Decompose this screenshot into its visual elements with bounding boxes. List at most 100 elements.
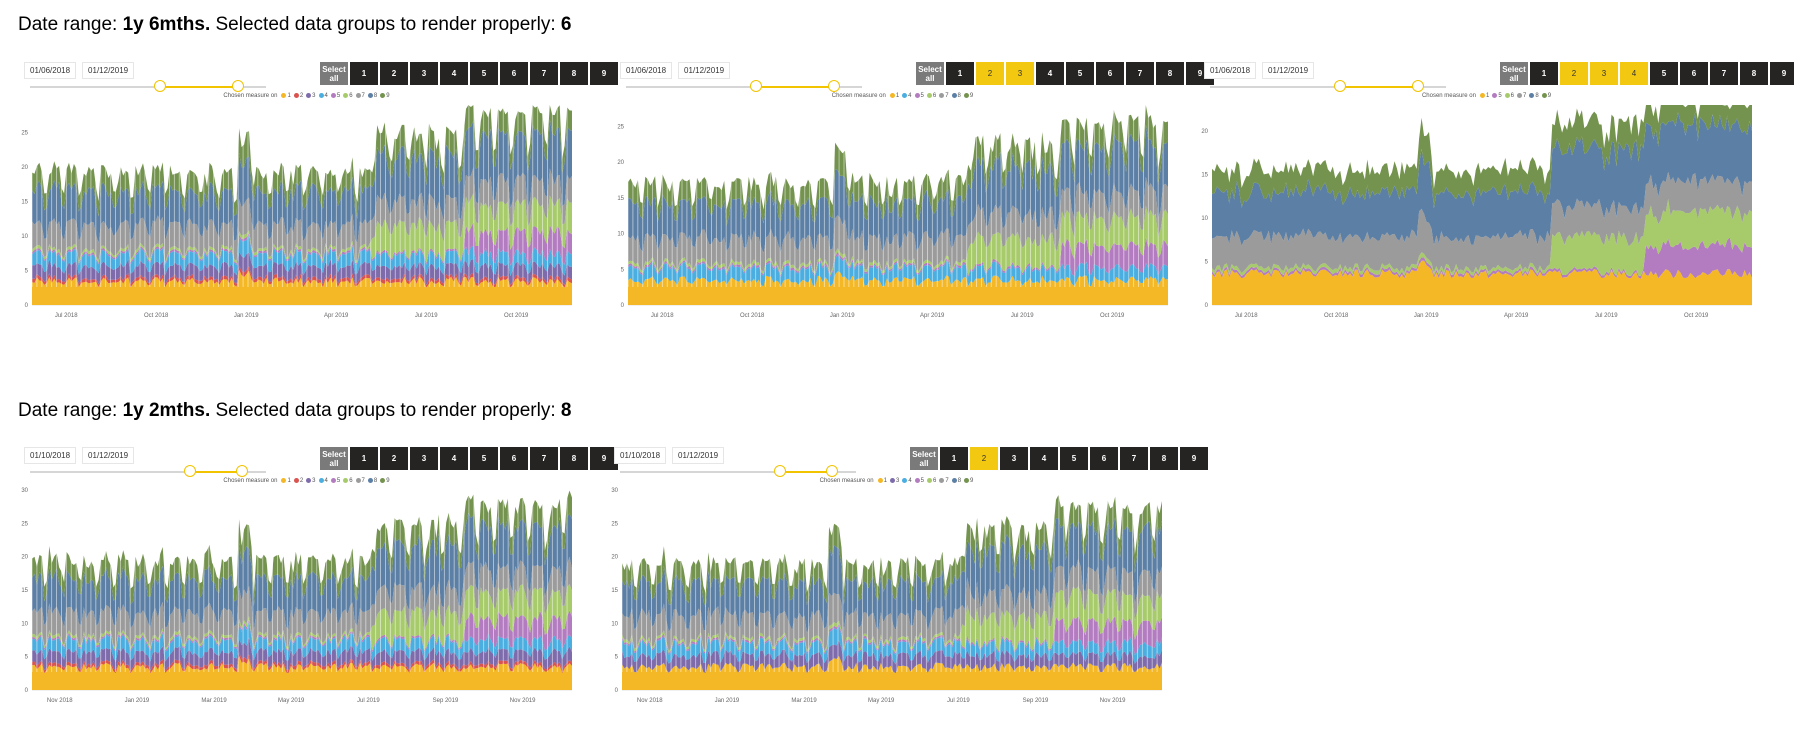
group-button-2[interactable]: 2: [976, 62, 1006, 85]
select-all-button[interactable]: Select all: [916, 62, 946, 85]
group-button-3[interactable]: 3: [1000, 447, 1030, 470]
group-button-3[interactable]: 3: [410, 447, 440, 470]
group-button-6[interactable]: 6: [1096, 62, 1126, 85]
legend-entry-3[interactable]: 3: [306, 478, 316, 484]
legend-entry-2[interactable]: 2: [293, 93, 303, 99]
legend-entry-1[interactable]: 1: [281, 93, 291, 99]
slider-start-handle[interactable]: [184, 465, 197, 477]
legend-entry-7[interactable]: 7: [355, 478, 365, 484]
select-all-button[interactable]: Select all: [1500, 62, 1530, 85]
group-button-4[interactable]: 4: [440, 447, 470, 470]
legend-entry-4[interactable]: 4: [902, 93, 912, 99]
legend-entry-9[interactable]: 9: [380, 93, 390, 99]
legend-entry-8[interactable]: 8: [951, 478, 961, 484]
date-range-slider[interactable]: [626, 80, 862, 94]
legend-entry-9[interactable]: 9: [1541, 93, 1551, 99]
group-button-7[interactable]: 7: [1120, 447, 1150, 470]
group-button-9[interactable]: 9: [1770, 62, 1794, 85]
start-date-input[interactable]: 01/10/2018: [24, 447, 77, 464]
group-button-8[interactable]: 8: [1156, 62, 1186, 85]
date-range-slider[interactable]: [30, 465, 266, 479]
group-button-5[interactable]: 5: [470, 62, 500, 85]
legend-entry-6[interactable]: 6: [1504, 93, 1514, 99]
end-date-input[interactable]: 01/12/2019: [82, 447, 135, 464]
slider-end-handle[interactable]: [231, 80, 244, 92]
end-date-input[interactable]: 01/12/2019: [1262, 62, 1315, 79]
legend-entry-4[interactable]: 4: [902, 478, 912, 484]
group-button-7[interactable]: 7: [1126, 62, 1156, 85]
legend-entry-8[interactable]: 8: [367, 93, 377, 99]
start-date-input[interactable]: 01/06/2018: [1204, 62, 1257, 79]
start-date-input[interactable]: 01/10/2018: [614, 447, 667, 464]
legend-entry-9[interactable]: 9: [380, 478, 390, 484]
start-date-input[interactable]: 01/06/2018: [24, 62, 77, 79]
group-button-6[interactable]: 6: [1680, 62, 1710, 85]
group-button-3[interactable]: 3: [1590, 62, 1620, 85]
slider-start-handle[interactable]: [749, 80, 762, 92]
legend-entry-4[interactable]: 4: [318, 478, 328, 484]
group-button-5[interactable]: 5: [470, 447, 500, 470]
legend-entry-2[interactable]: 2: [293, 478, 303, 484]
group-button-1[interactable]: 1: [946, 62, 976, 85]
legend-entry-3[interactable]: 3: [889, 478, 899, 484]
group-button-8[interactable]: 8: [560, 62, 590, 85]
group-filter-buttons[interactable]: Select all 1 2 3 4 5 6 7 8 9: [320, 447, 620, 470]
slider-start-handle[interactable]: [1333, 80, 1346, 92]
legend-entry-8[interactable]: 8: [367, 478, 377, 484]
legend-entry-9[interactable]: 9: [963, 93, 973, 99]
date-range-slider[interactable]: [1210, 80, 1446, 94]
group-button-2[interactable]: 2: [970, 447, 1000, 470]
group-button-4[interactable]: 4: [1620, 62, 1650, 85]
end-date-input[interactable]: 01/12/2019: [678, 62, 731, 79]
group-button-1[interactable]: 1: [1530, 62, 1560, 85]
group-button-6[interactable]: 6: [1090, 447, 1120, 470]
group-button-9[interactable]: 9: [1180, 447, 1210, 470]
slider-start-handle[interactable]: [774, 465, 787, 477]
end-date-input[interactable]: 01/12/2019: [82, 62, 135, 79]
group-button-8[interactable]: 8: [560, 447, 590, 470]
end-date-input[interactable]: 01/12/2019: [672, 447, 725, 464]
group-button-8[interactable]: 8: [1740, 62, 1770, 85]
legend-entry-3[interactable]: 3: [306, 93, 316, 99]
group-filter-buttons[interactable]: Select all 1 2 3 4 5 6 7 8 9: [916, 62, 1216, 85]
slider-start-handle[interactable]: [153, 80, 166, 92]
start-date-input[interactable]: 01/06/2018: [620, 62, 673, 79]
group-button-5[interactable]: 5: [1650, 62, 1680, 85]
legend-entry-9[interactable]: 9: [964, 478, 973, 484]
slider-end-handle[interactable]: [1411, 80, 1424, 92]
legend-entry-7[interactable]: 7: [1517, 93, 1526, 99]
legend-entry-7[interactable]: 7: [355, 93, 365, 99]
legend-entry-6[interactable]: 6: [343, 478, 353, 484]
legend-entry-5[interactable]: 5: [330, 93, 340, 99]
group-button-4[interactable]: 4: [1036, 62, 1066, 85]
group-button-9[interactable]: 9: [590, 62, 620, 85]
select-all-button[interactable]: Select all: [320, 447, 350, 470]
group-button-4[interactable]: 4: [1030, 447, 1060, 470]
legend-entry-5[interactable]: 5: [330, 478, 340, 484]
legend-entry-1[interactable]: 1: [889, 93, 899, 99]
group-button-1[interactable]: 1: [350, 447, 380, 470]
legend-entry-6[interactable]: 6: [343, 93, 353, 99]
group-button-5[interactable]: 5: [1060, 447, 1090, 470]
group-button-6[interactable]: 6: [500, 62, 530, 85]
group-button-3[interactable]: 3: [1006, 62, 1036, 85]
group-button-7[interactable]: 7: [1710, 62, 1740, 85]
legend-entry-8[interactable]: 8: [951, 93, 961, 99]
group-button-2[interactable]: 2: [380, 62, 410, 85]
legend-entry-5[interactable]: 5: [914, 93, 924, 99]
legend-entry-1[interactable]: 1: [281, 478, 291, 484]
group-button-5[interactable]: 5: [1066, 62, 1096, 85]
group-filter-buttons[interactable]: Select all 1 2 3 4 5 6 7 8 9: [320, 62, 620, 85]
group-button-2[interactable]: 2: [380, 447, 410, 470]
legend-entry-1[interactable]: 1: [1479, 93, 1489, 99]
select-all-button[interactable]: Select all: [320, 62, 350, 85]
group-button-2[interactable]: 2: [1560, 62, 1590, 85]
legend-entry-4[interactable]: 4: [318, 93, 328, 99]
legend-entry-5[interactable]: 5: [1492, 93, 1502, 99]
select-all-button[interactable]: Select all: [910, 447, 940, 470]
legend-entry-1[interactable]: 1: [877, 478, 887, 484]
group-button-3[interactable]: 3: [410, 62, 440, 85]
legend-entry-7[interactable]: 7: [939, 478, 949, 484]
group-filter-buttons[interactable]: Select all 1 2 3 4 5 6 7 8 9: [910, 447, 1210, 470]
legend-entry-5[interactable]: 5: [914, 478, 924, 484]
